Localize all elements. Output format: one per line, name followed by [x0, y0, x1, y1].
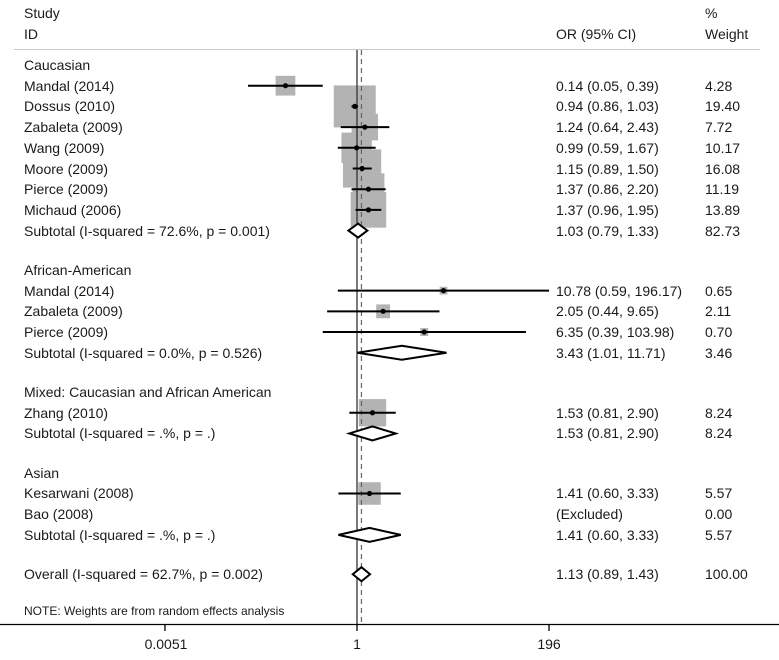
study-label: Mandal (2014)	[24, 282, 115, 299]
point-estimate-dot	[365, 207, 372, 213]
group-title: Mixed: Caucasian and African American	[24, 384, 272, 401]
study-weight: 4.28	[705, 77, 733, 94]
group-title: African-American	[24, 261, 132, 278]
study-weight: 13.89	[705, 201, 741, 218]
subtotal-weight: 5.57	[705, 526, 733, 543]
subtotal-diamond	[346, 222, 370, 239]
weight-header-line1: %	[705, 5, 718, 21]
point-estimate-dot	[354, 145, 360, 151]
study-or-ci: 1.37 (0.86, 2.20)	[556, 181, 659, 198]
study-weight: 10.17	[705, 139, 741, 156]
study-label: Pierce (2009)	[24, 181, 109, 198]
study-label: Zabaleta (2009)	[24, 303, 123, 320]
overall-weight: 100.00	[705, 566, 748, 583]
subtotal-diamond	[357, 344, 447, 361]
study-or-ci: 0.99 (0.59, 1.67)	[556, 139, 659, 156]
study-header-line2: ID	[24, 26, 38, 42]
study-label: Bao (2008)	[24, 506, 94, 523]
x-tick-label-high: 196	[537, 636, 561, 652]
study-label: Kesarwani (2008)	[24, 485, 134, 502]
point-estimate-dot	[282, 83, 289, 89]
study-label: Dossus (2010)	[24, 98, 116, 115]
subtotal-weight: 82.73	[705, 222, 741, 239]
subtotal-weight: 3.46	[705, 344, 733, 361]
study-weight: 19.40	[705, 98, 741, 115]
study-or-ci: 10.78 (0.59, 196.17)	[556, 282, 683, 299]
study-weight: 0.00	[705, 506, 733, 523]
study-or-ci: 1.53 (0.81, 2.90)	[556, 404, 659, 421]
study-label: Mandal (2014)	[24, 77, 115, 94]
point-estimate-dot	[366, 490, 373, 497]
study-or-ci: 1.37 (0.96, 1.95)	[556, 201, 659, 218]
point-estimate-dot	[369, 410, 376, 416]
point-estimate-dot	[380, 308, 386, 314]
weight-header: % Weight	[705, 3, 748, 45]
study-label: Wang (2009)	[24, 139, 105, 156]
group-title: Caucasian	[24, 57, 91, 73]
study-weight: 8.24	[705, 404, 733, 421]
study-weight: 2.11	[705, 303, 732, 320]
study-weight: 0.65	[705, 282, 733, 299]
subtotal-weight: 8.24	[705, 425, 733, 442]
overall-label: Overall (I-squared = 62.7%, p = 0.002)	[24, 566, 263, 583]
study-label: Pierce (2009)	[24, 324, 109, 341]
study-weight: 7.72	[705, 119, 733, 136]
study-or-ci: 1.41 (0.60, 3.33)	[556, 485, 659, 502]
study-weight: 16.08	[705, 160, 741, 177]
weight-header-line2: Weight	[705, 26, 749, 42]
study-weight: 5.57	[705, 485, 733, 502]
study-header: Study ID	[24, 3, 60, 45]
subtotal-or-ci: 1.41 (0.60, 3.33)	[556, 526, 659, 543]
study-or-ci: 1.15 (0.89, 1.50)	[556, 160, 659, 177]
study-or-ci: 2.05 (0.44, 9.65)	[556, 303, 659, 320]
study-weight: 11.19	[705, 181, 739, 198]
study-or-ci: 0.94 (0.86, 1.03)	[556, 98, 659, 115]
study-label: Zhang (2010)	[24, 404, 109, 421]
point-estimate-dot	[421, 329, 427, 335]
study-label: Zabaleta (2009)	[24, 119, 123, 136]
subtotal-label: Subtotal (I-squared = .%, p = .)	[24, 526, 216, 543]
x-tick-label-low: 0.0051	[144, 636, 188, 652]
subtotal-label: Subtotal (I-squared = 72.6%, p = 0.001)	[24, 222, 270, 239]
or-header: OR (95% CI)	[556, 26, 637, 42]
point-estimate-dot	[362, 124, 368, 130]
study-or-ci: 1.24 (0.64, 2.43)	[556, 119, 659, 136]
subtotal-or-ci: 1.03 (0.79, 1.33)	[556, 222, 659, 239]
point-estimate-dot	[365, 186, 372, 192]
study-header-line1: Study	[24, 5, 60, 21]
point-estimate-dot	[352, 103, 358, 109]
subtotal-label: Subtotal (I-squared = .%, p = .)	[24, 425, 216, 442]
group-title: Asian	[24, 464, 60, 481]
point-estimate-dot	[440, 288, 447, 294]
subtotal-label: Subtotal (I-squared = 0.0%, p = 0.526)	[24, 344, 263, 361]
footnote: NOTE: Weights are from random effects an…	[24, 604, 285, 618]
point-estimate-dot	[359, 165, 365, 172]
study-or-ci: 0.14 (0.05, 0.39)	[556, 77, 659, 94]
study-or-ci: 6.35 (0.39, 103.98)	[556, 324, 675, 341]
x-tick-label-null: 1	[353, 636, 361, 652]
study-weight: 0.70	[705, 324, 733, 341]
subtotal-or-ci: 3.43 (1.01, 11.71)	[556, 344, 666, 361]
overall-or-ci: 1.13 (0.89, 1.43)	[556, 566, 659, 583]
subtotal-diamond	[338, 526, 401, 543]
subtotal-or-ci: 1.53 (0.81, 2.90)	[556, 425, 659, 442]
study-label: Michaud (2006)	[24, 201, 122, 218]
study-label: Moore (2009)	[24, 160, 109, 177]
subtotal-diamond	[345, 425, 400, 442]
overall-diamond	[351, 565, 372, 583]
study-or-ci: (Excluded)	[556, 506, 623, 523]
